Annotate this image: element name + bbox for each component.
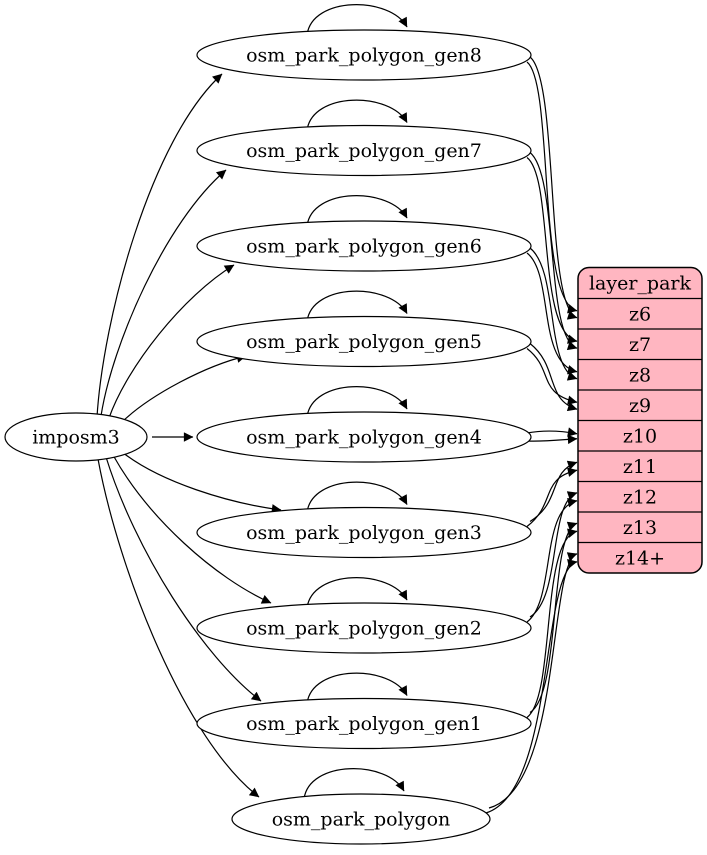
node-osm_park_polygon_gen3: osm_park_polygon_gen3 — [196, 506, 532, 559]
table-row-label-z13: z13 — [623, 517, 657, 539]
node-label-osm_park_polygon_gen3: osm_park_polygon_gen3 — [246, 522, 482, 544]
node-label-osm_park_polygon_gen7: osm_park_polygon_gen7 — [246, 140, 482, 162]
node-label-osm_park_polygon_gen6: osm_park_polygon_gen6 — [246, 236, 482, 258]
edge-imposm3-to-osm_park_polygon_gen3 — [121, 451, 282, 514]
edge-imposm3-to-osm_park_polygon_gen8 — [96, 73, 223, 418]
edge-imposm3-to-osm_park_polygon — [97, 458, 260, 798]
node-ellipse-osm_park_polygon_gen1 — [196, 697, 532, 750]
edges-layer — [96, 4, 578, 814]
node-ellipse-osm_park_polygon_gen4 — [196, 411, 532, 463]
node-osm_park_polygon_gen1: osm_park_polygon_gen1 — [196, 697, 532, 750]
node-label-osm_park_polygon_gen2: osm_park_polygon_gen2 — [246, 618, 482, 640]
node-ellipse-osm_park_polygon_gen2 — [196, 602, 532, 654]
table-row-label-z8: z8 — [629, 364, 651, 386]
node-ellipse-imposm3 — [4, 412, 148, 462]
node-label-osm_park_polygon_gen8: osm_park_polygon_gen8 — [246, 45, 482, 67]
node-label-osm_park_polygon_gen4: osm_park_polygon_gen4 — [246, 427, 482, 449]
nodes-layer: imposm3 osm_park_polygon_gen8 osm_park_pol… — [4, 29, 532, 845]
table-row-label-z6: z6 — [629, 303, 651, 325]
edge-osm_park_polygon_gen3-to-z11-2 — [529, 460, 578, 523]
edge-osm_park_polygon_gen4-to-z10-2 — [526, 434, 578, 445]
node-ellipse-osm_park_polygon_gen6 — [196, 220, 532, 272]
node-ellipse-osm_park_polygon — [231, 793, 491, 845]
node-label-osm_park_polygon: osm_park_polygon — [272, 809, 451, 831]
node-ellipse-osm_park_polygon_gen7 — [196, 124, 532, 177]
edge-imposm3-to-osm_park_polygon_gen2 — [112, 454, 272, 604]
table-row-label-z11: z11 — [623, 456, 657, 478]
edge-osm_park_polygon-to-z14+-1 — [485, 559, 578, 814]
self-loop-osm_park_polygon_gen8 — [306, 4, 408, 36]
table-row-label-z9: z9 — [629, 395, 651, 417]
edge-imposm3-to-osm_park_polygon_gen7 — [100, 169, 227, 417]
edge-osm_park_polygon_gen3-to-z11-1 — [526, 467, 578, 527]
edge-osm_park_polygon_gen8-to-z6-2 — [529, 56, 578, 320]
edge-osm_park_polygon_gen2-to-z12-2 — [529, 491, 578, 618]
edge-osm_park_polygon_gen6-to-z8-1 — [526, 252, 578, 375]
node-ellipse-osm_park_polygon_gen3 — [196, 506, 532, 559]
node-osm_park_polygon: osm_park_polygon — [231, 793, 491, 845]
edge-osm_park_polygon_gen1-to-z13-1 — [526, 528, 578, 718]
table-row-label-z12: z12 — [623, 486, 657, 508]
self-loop-osm_park_polygon_gen6 — [306, 195, 408, 227]
table-row-label-z7: z7 — [629, 334, 651, 356]
table-row-label-z10: z10 — [623, 425, 657, 447]
node-osm_park_polygon_gen6: osm_park_polygon_gen6 — [196, 220, 532, 272]
node-osm_park_polygon_gen7: osm_park_polygon_gen7 — [196, 124, 532, 177]
node-osm_park_polygon_gen2: osm_park_polygon_gen2 — [196, 602, 532, 654]
self-loop-osm_park_polygon_gen4 — [306, 386, 408, 418]
edge-osm_park_polygon_gen2-to-z12-1 — [526, 498, 578, 623]
layer-table-title: layer_park — [589, 273, 692, 295]
node-imposm3: imposm3 — [4, 412, 148, 462]
node-osm_park_polygon_gen4: osm_park_polygon_gen4 — [196, 411, 532, 463]
node-osm_park_polygon_gen5: osm_park_polygon_gen5 — [196, 315, 532, 368]
self-loop-osm_park_polygon_gen7 — [306, 99, 408, 131]
self-loop-osm_park_polygon — [303, 768, 405, 800]
node-label-osm_park_polygon_gen5: osm_park_polygon_gen5 — [246, 331, 482, 353]
node-osm_park_polygon_gen8: osm_park_polygon_gen8 — [196, 29, 532, 81]
self-loop-osm_park_polygon_gen2 — [306, 577, 408, 609]
edge-imposm3-to-osm_park_polygon_gen5 — [121, 353, 247, 423]
edge-imposm3-to-osm_park_polygon_gen6 — [108, 264, 235, 419]
edge-imposm3-to-osm_park_polygon_gen1 — [105, 456, 262, 702]
self-loop-osm_park_polygon_gen5 — [306, 290, 408, 322]
edge-osm_park_polygon_gen4-to-z10-1 — [526, 427, 578, 437]
node-ellipse-osm_park_polygon_gen8 — [196, 29, 532, 81]
node-label-osm_park_polygon_gen1: osm_park_polygon_gen1 — [246, 713, 482, 735]
node-label-imposm3: imposm3 — [32, 427, 120, 449]
edge-osm_park_polygon_gen7-to-z7-2 — [529, 152, 578, 351]
layer-park-table: layer_park z6 z7 z8 z9 z10 z11 z12 z13 z14+ — [577, 266, 703, 574]
self-loop-osm_park_polygon_gen1 — [306, 672, 408, 704]
self-loop-osm_park_polygon_gen3 — [306, 481, 408, 513]
edge-osm_park_polygon_gen6-to-z8-2 — [529, 247, 578, 381]
edge-osm_park_polygon-to-z14+-2 — [488, 552, 578, 809]
table-row-label-z14+: z14+ — [615, 547, 665, 569]
node-ellipse-osm_park_polygon_gen5 — [196, 315, 532, 368]
edge-osm_park_polygon_gen5-to-z9-1 — [526, 348, 578, 405]
edge-osm_park_polygon_gen5-to-z9-2 — [529, 343, 578, 412]
